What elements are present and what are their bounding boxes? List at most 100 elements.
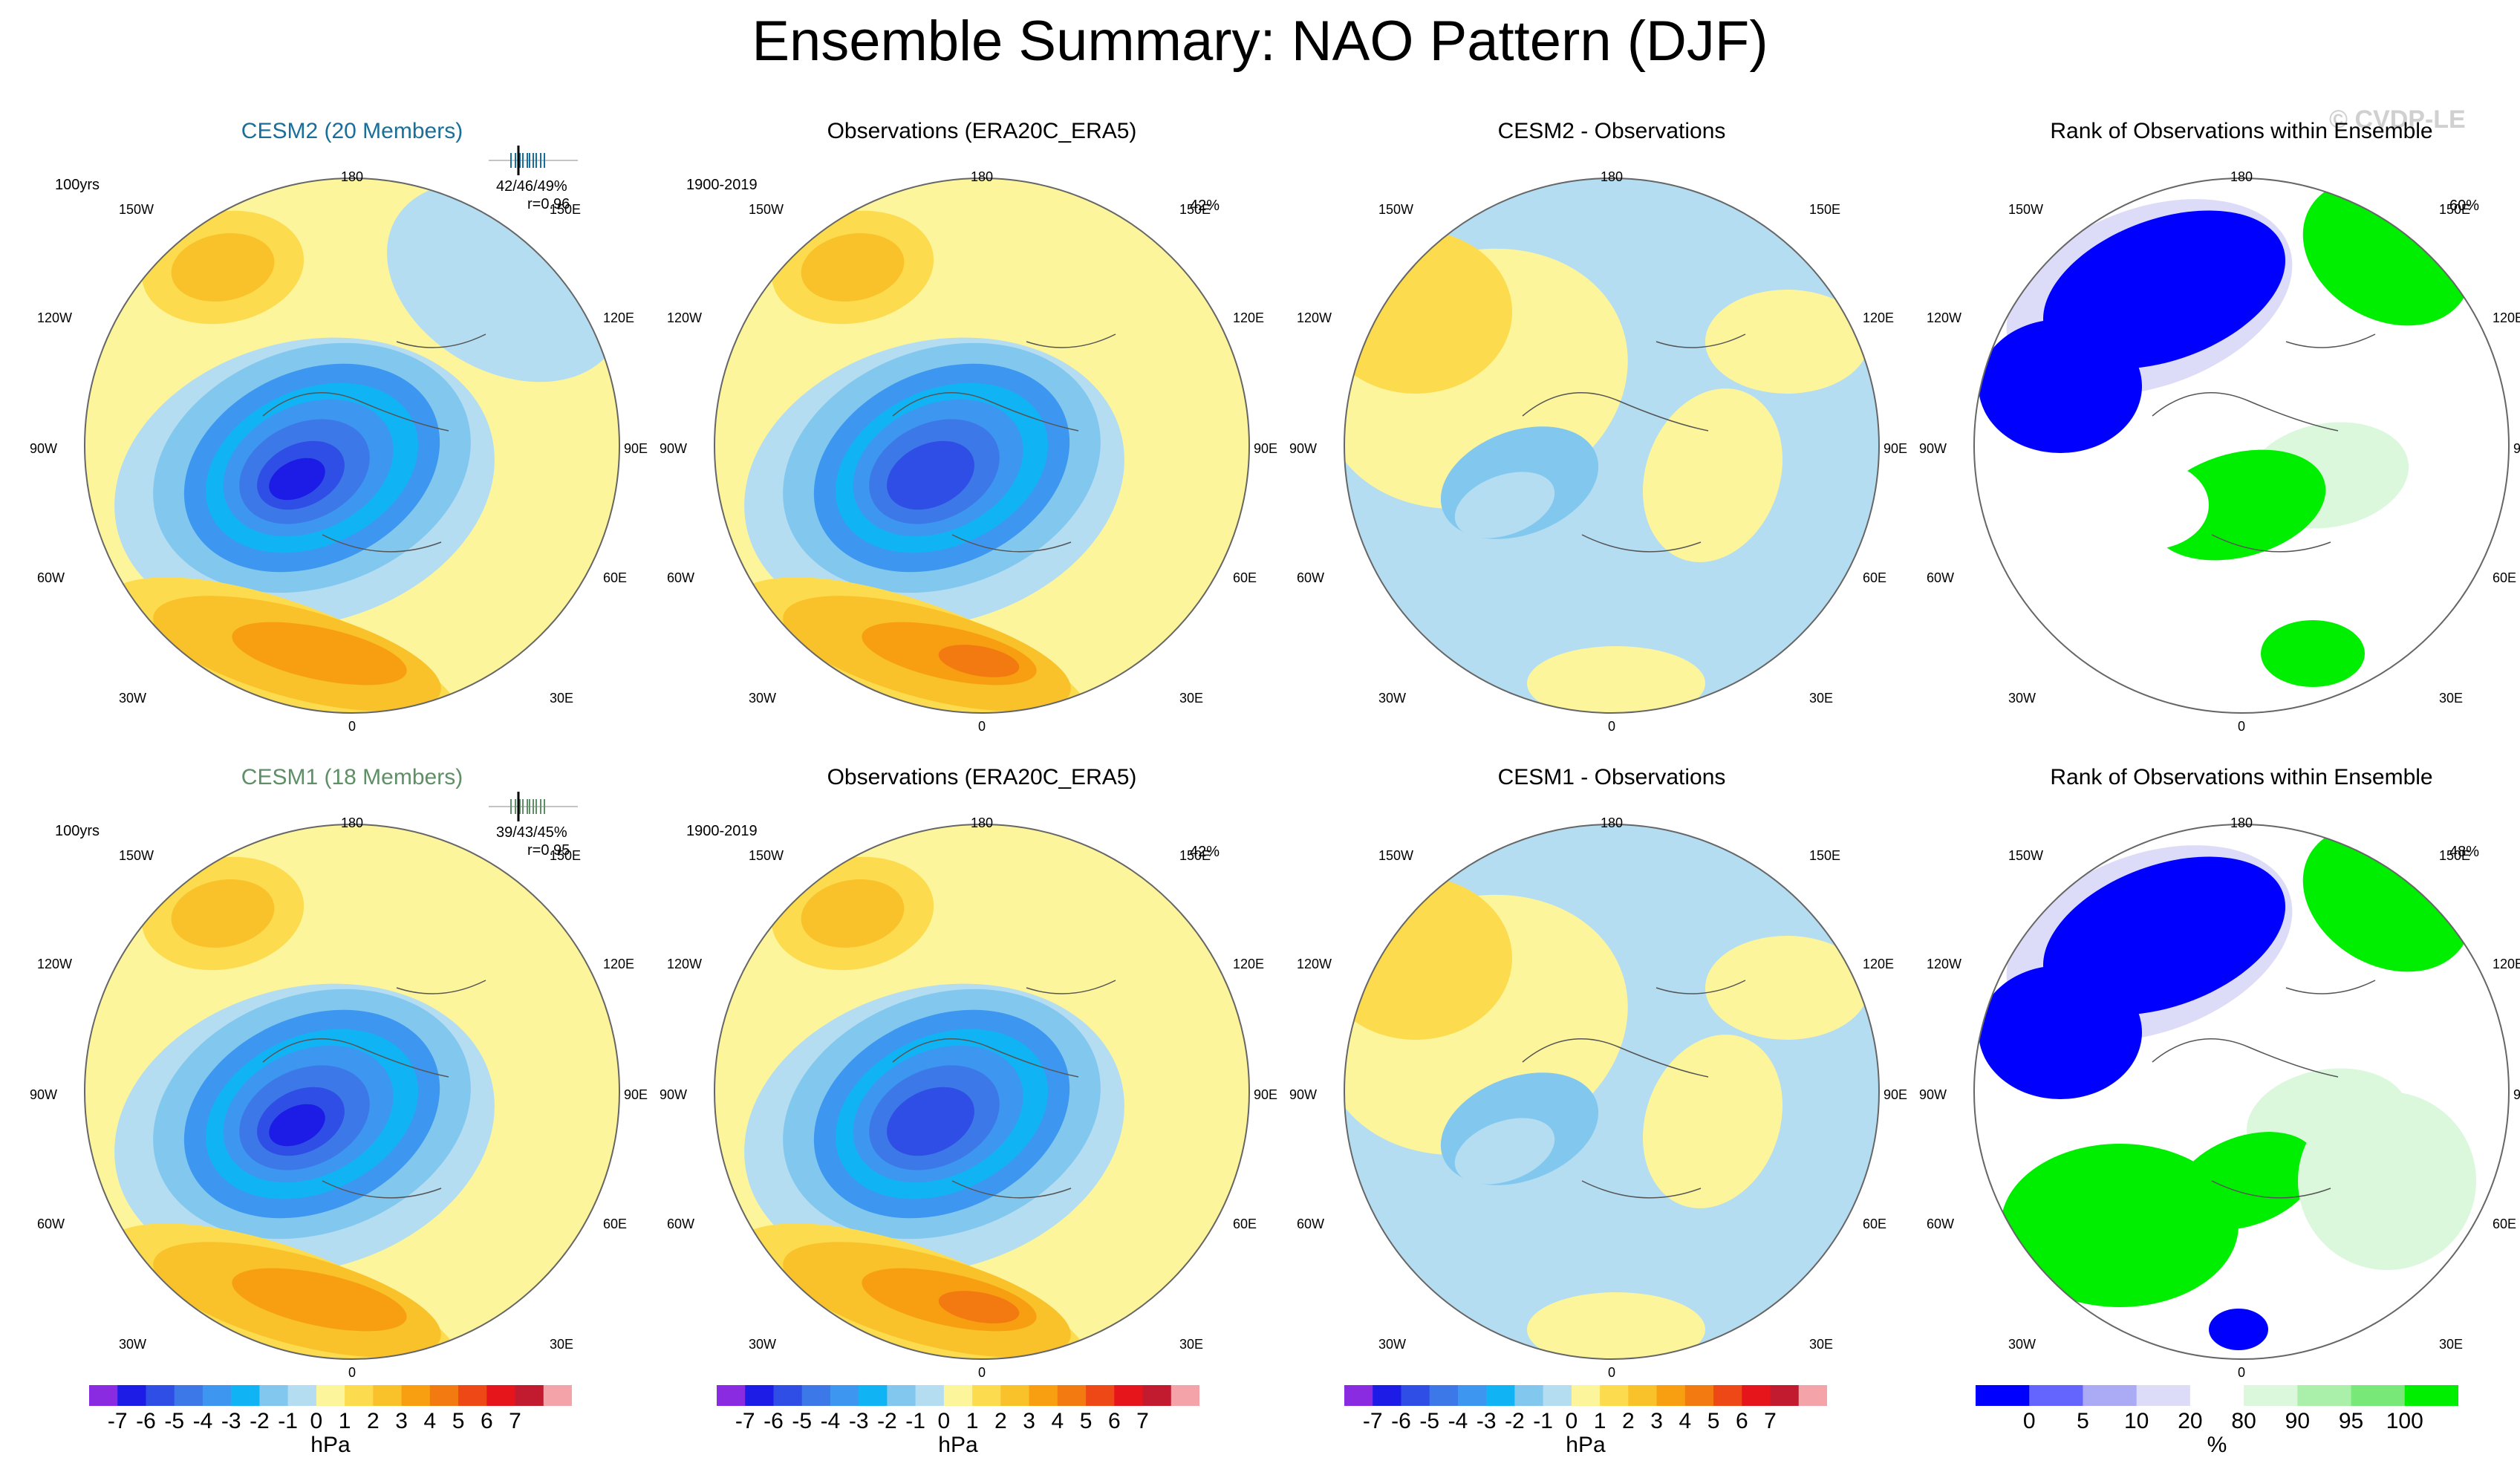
- colorbar-tick-label: -5: [164, 1409, 185, 1433]
- polar-map: [84, 178, 620, 714]
- positive-region: [1642, 1035, 1783, 1208]
- meridian-label-r3: 60E: [1233, 1217, 1257, 1231]
- colorbar-tick-label: -6: [764, 1409, 784, 1433]
- meridian-label-ur: 150E: [1809, 202, 1841, 217]
- colorbar-swatch: [745, 1385, 774, 1406]
- meridian-label-ll: 30W: [119, 1337, 147, 1352]
- meridian-label-ur: 150E: [1809, 848, 1841, 863]
- colorbar-tick-label: 80: [2231, 1409, 2256, 1433]
- meridian-label-r3: 60E: [1863, 570, 1887, 585]
- period-label: 100yrs: [55, 177, 100, 193]
- colorbar-swatch: [1029, 1385, 1058, 1406]
- meridian-label-r2: 90E: [1884, 1087, 1908, 1102]
- colorbar-unit: %: [2207, 1433, 2227, 1457]
- colorbar-tick-label: 7: [1764, 1409, 1777, 1433]
- meridian-label-l2: 90W: [1289, 441, 1318, 456]
- meridian-label-r2: 90E: [624, 441, 648, 456]
- meridian-label-l2: 90W: [1919, 441, 1947, 456]
- meridian-label-r2: 90E: [2513, 441, 2520, 456]
- meridian-label-ur: 150E: [1179, 202, 1211, 217]
- colorbar-swatch: [287, 1385, 317, 1406]
- colorbar-tick-label: -4: [192, 1409, 213, 1433]
- colorbar-swatch: [345, 1385, 374, 1406]
- meridian-label-l1: 120W: [1927, 957, 1962, 971]
- colorbar-swatch: [1742, 1385, 1771, 1406]
- colorbar-tick-label: 95: [2338, 1409, 2364, 1433]
- map-border: [84, 824, 620, 1360]
- colorbar-swatches: [1344, 1385, 1827, 1406]
- coastline: [262, 980, 486, 1199]
- polar-map: [1973, 824, 2510, 1360]
- colorbar-tick-label: 0: [937, 1409, 951, 1433]
- positive-region: [1705, 290, 1869, 394]
- panel-title: CESM1 - Observations: [1497, 765, 1726, 789]
- meridian-label-ur: 150E: [1179, 848, 1211, 863]
- colorbar-tick-label: 7: [1136, 1409, 1149, 1433]
- meridian-label-lr: 30E: [550, 691, 574, 706]
- colorbar-tick-label: -2: [1505, 1409, 1525, 1433]
- colorbar-swatch: [1571, 1385, 1601, 1406]
- colorbar-swatch: [2351, 1385, 2406, 1406]
- negative-region: [1454, 472, 1555, 538]
- meridian-label-r2: 90E: [1884, 441, 1908, 456]
- map-border: [1973, 178, 2510, 714]
- panel-row1-p3: CESM2 - Observations 180 0 150W 150E 120W 120E…: [1289, 119, 1927, 758]
- colorbar-swatch: [773, 1385, 803, 1406]
- positive-region: [1705, 936, 1869, 1040]
- panel-title: Rank of Observations within Ensemble: [2050, 119, 2433, 143]
- colorbar-swatch: [515, 1385, 544, 1406]
- positive-region: [938, 645, 1020, 677]
- meridian-label-l1: 120W: [1297, 310, 1332, 325]
- colorbar-swatch: [202, 1385, 232, 1406]
- rank-region: [2209, 1309, 2268, 1350]
- colorbar-tick-label: 100: [2386, 1409, 2423, 1433]
- panel-row2-p4: Rank of Observations within Ensemble 180 0…: [1919, 765, 2520, 1404]
- rank-region: [1979, 965, 2142, 1099]
- polar-map: [84, 824, 620, 1360]
- colorbar-tick-label: 5: [452, 1409, 465, 1433]
- colorbar-swatch: [2136, 1385, 2191, 1406]
- colorbar-tick-label: -3: [1476, 1409, 1497, 1433]
- meridian-label-ll: 30W: [2008, 691, 2036, 706]
- colorbar-swatch: [1713, 1385, 1742, 1406]
- rank-region: [2261, 620, 2365, 687]
- percent-label: 42%: [1190, 844, 1220, 860]
- colorbar-swatch: [1656, 1385, 1686, 1406]
- colorbar-tick-label: 3: [1023, 1409, 1035, 1433]
- meridian-label-top: 180: [970, 169, 994, 184]
- meridian-label-bottom: 0: [977, 719, 986, 734]
- meridian-label-r3: 60E: [603, 570, 628, 585]
- meridian-label-l3: 60W: [1927, 570, 1955, 585]
- meridian-label-l2: 90W: [1289, 1087, 1318, 1102]
- meridian-label-bottom: 0: [977, 1365, 986, 1380]
- coastline: [1522, 980, 1746, 1199]
- period-label: 1900-2019: [686, 823, 758, 839]
- colorbar-swatch: [1798, 1385, 1827, 1406]
- meridian-label-ur: 150E: [550, 848, 582, 863]
- colorbar-swatch: [1057, 1385, 1087, 1406]
- colorbar-tick-label: 5: [1707, 1409, 1720, 1433]
- meridian-label-l3: 60W: [667, 1217, 695, 1231]
- meridian-label-r1: 120E: [1233, 957, 1265, 971]
- positive-region: [801, 879, 905, 948]
- colorbar-tick-label: -5: [792, 1409, 813, 1433]
- meridian-label-l3: 60W: [37, 1217, 65, 1231]
- colorbar-tick-label: 6: [1735, 1409, 1748, 1433]
- colorbar-tick-label: 2: [367, 1409, 380, 1433]
- positive-region: [1344, 230, 1512, 394]
- meridian-label-top: 180: [1600, 169, 1624, 184]
- panel-title: Observations (ERA20C_ERA5): [827, 765, 1137, 789]
- coastline: [2152, 980, 2376, 1199]
- colorbar-swatch: [943, 1385, 973, 1406]
- meridian-label-l1: 120W: [1927, 310, 1962, 325]
- colorbar-tick-label: -1: [1533, 1409, 1553, 1433]
- meridian-label-r3: 60E: [1233, 570, 1257, 585]
- colorbar-tick-label: 4: [1051, 1409, 1064, 1433]
- polar-map: [1344, 178, 1880, 714]
- meridian-label-r2: 90E: [1254, 1087, 1278, 1102]
- map-border: [1973, 824, 2510, 1360]
- meridian-label-r2: 90E: [1254, 441, 1278, 456]
- meridian-label-ul: 150W: [1378, 202, 1414, 217]
- colorbar-swatch: [146, 1385, 175, 1406]
- pattern-correlation-stats: 39/43/45%: [496, 824, 567, 841]
